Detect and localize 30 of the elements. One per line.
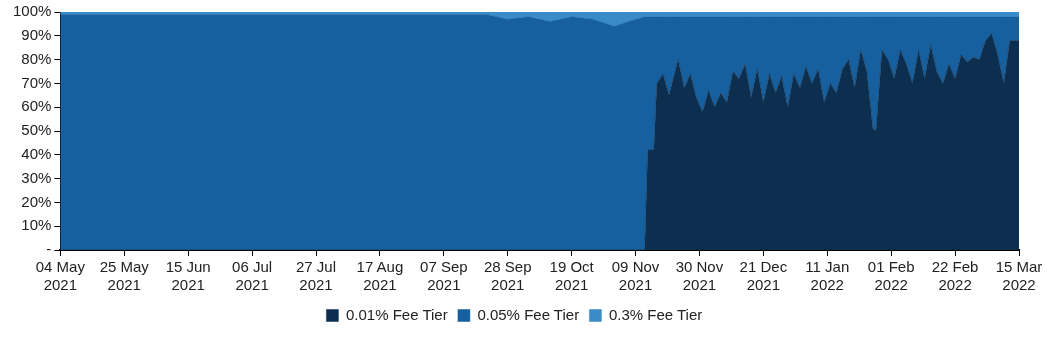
y-tick-label: 70% <box>21 73 52 91</box>
y-tick-label: 20% <box>21 192 52 210</box>
y-tick-label: 50% <box>21 121 52 139</box>
x-tick-label: 22 Feb 2022 <box>931 258 979 294</box>
x-tick-label: 30 Nov 2021 <box>675 258 724 294</box>
x-tick-label: 06 Jul 2021 <box>232 258 273 294</box>
legend-label: 0.3% Fee Tier <box>608 305 703 323</box>
x-tick-label: 07 Sep 2021 <box>420 258 468 294</box>
y-tick-label: 30% <box>21 168 52 186</box>
y-tick-label: 100% <box>12 2 52 20</box>
y-tick-label: 60% <box>21 97 52 115</box>
x-tick-label: 19 Oct 2021 <box>549 258 595 294</box>
x-tick-label: 04 May 2021 <box>35 258 86 294</box>
x-tick-label: 01 Feb 2022 <box>867 258 915 294</box>
x-tick-label: 09 Nov 2021 <box>611 258 660 294</box>
legend-label: 0.01% Fee Tier <box>345 305 448 323</box>
x-tick-label: 17 Aug 2021 <box>356 258 404 294</box>
x-tick-label: 28 Sep 2021 <box>483 258 532 294</box>
x-tick-label: 21 Dec 2021 <box>739 258 788 294</box>
y-tick-label: 10% <box>21 216 52 234</box>
legend-label: 0.05% Fee Tier <box>477 305 580 323</box>
y-tick-label: - <box>46 240 52 258</box>
x-tick-label: 15 Jun 2021 <box>165 258 211 294</box>
y-tick-label: 40% <box>21 144 52 162</box>
y-tick-label: 80% <box>21 49 52 67</box>
y-tick-label: 90% <box>21 25 52 43</box>
x-tick-label: 11 Jan 2022 <box>805 258 850 294</box>
x-tick-label: 25 May 2021 <box>99 258 150 294</box>
x-tick-label: 15 Mar 2022 <box>995 258 1043 294</box>
x-tick-label: 27 Jul 2021 <box>295 258 337 294</box>
